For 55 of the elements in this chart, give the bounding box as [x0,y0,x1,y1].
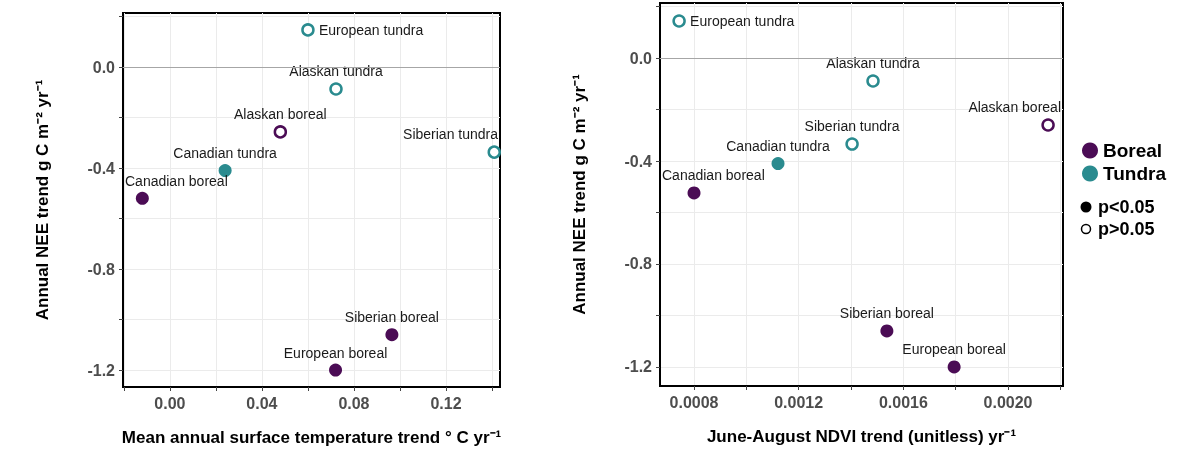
y-tick-label: 0.0 [92,58,116,76]
y-tick-label: -1.2 [624,358,653,376]
point [329,363,343,377]
data-label: Alaskan tundra [289,63,383,80]
point [1041,118,1055,132]
data-label: Siberian boreal [839,305,934,322]
x-tick-label: 0.12 [430,394,462,412]
point [947,360,961,374]
data-label: European boreal [902,341,1006,358]
data-label: Siberian tundra [403,126,499,143]
data-label: Canadian boreal [662,167,765,184]
point [672,14,686,28]
data-label: Siberian tundra [804,118,900,135]
point [301,23,315,37]
text: p<0.05 [1098,196,1155,218]
data-label: Alaskan boreal [968,99,1062,116]
y-axis-title: Annual NEE trend g C m⁻² yr⁻¹ [570,73,589,315]
y-tick-label: -0.8 [87,260,116,278]
data-label: European tundra [690,12,795,29]
data-label: Alaskan boreal [234,106,327,123]
data-label: Canadian tundra [726,138,830,155]
data-label: European boreal [283,344,388,361]
point [687,186,701,200]
point [385,328,399,342]
point [866,74,880,88]
x-tick-label: 0.0008 [669,393,719,411]
x-tick-label: 0.0016 [878,393,928,411]
x-tick-label: 0.04 [246,394,278,412]
x-axis-title: June-August NDVI trend (unitless) yr⁻¹ [706,427,1017,446]
data-label: Alaskan tundra [826,55,920,72]
point [845,137,859,151]
data-label: Siberian boreal [344,309,439,326]
data-label: Canadian boreal [125,172,228,189]
legend-label: Boreal [1103,140,1163,161]
data-label: Canadian tundra [173,145,278,162]
x-tick-label: 0.0020 [983,393,1033,411]
point [135,191,149,205]
y-tick-label: 0.0 [629,49,653,67]
y-tick-label: -0.4 [624,152,653,170]
data-label: European tundra [318,21,424,38]
x-axis-title: Mean annual surface temperature trend ° C yr⁻¹ [121,428,502,447]
y-tick-label: -1.2 [87,361,116,379]
x-tick-label: 0.00 [154,394,186,412]
point [329,82,343,96]
y-axis-title: Annual NEE trend g C m⁻² yr⁻¹ [33,79,52,321]
point [880,324,894,338]
x-tick-label: 0.0012 [774,393,824,411]
point [487,145,501,159]
y-tick-label: -0.8 [624,255,653,273]
point [273,125,288,139]
text: p>0.05 [1098,218,1155,240]
x-tick-label: 0.08 [338,394,370,412]
point [771,157,785,171]
y-tick-label: -0.4 [87,159,116,177]
legend-label: Tundra [1103,163,1167,184]
